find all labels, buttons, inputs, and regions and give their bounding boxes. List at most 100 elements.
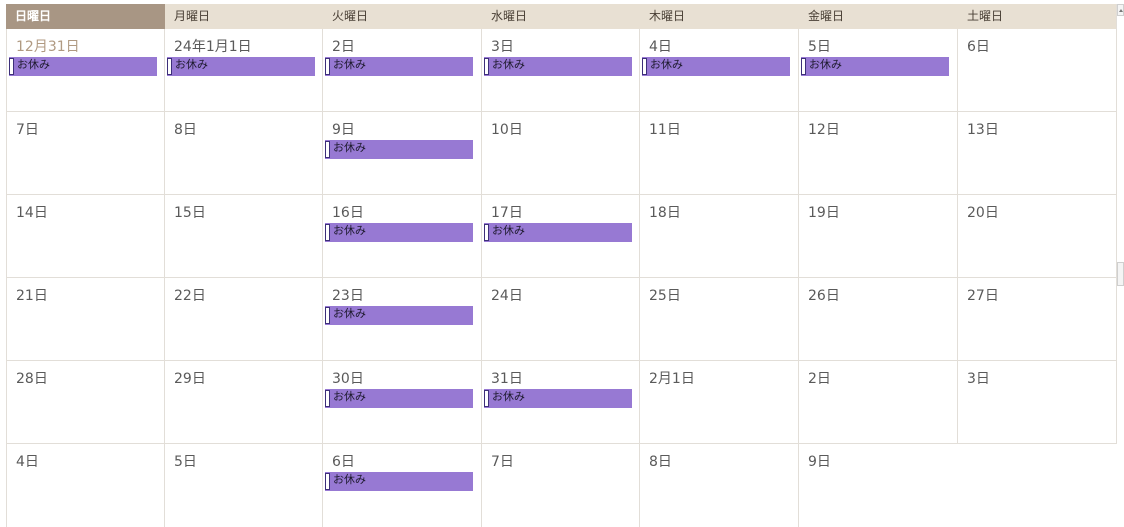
day-cell[interactable]: 5日お休み [799,29,958,112]
day-number[interactable]: 14日 [16,205,48,221]
day-cell[interactable]: 22日 [165,278,323,361]
day-number[interactable]: 3日 [491,39,514,55]
day-cell[interactable]: 3日お休み [482,29,640,112]
event-bar[interactable]: お休み [325,306,473,325]
event-bar[interactable]: お休み [642,57,790,76]
day-cell[interactable]: 12日 [799,112,958,195]
day-number[interactable]: 12日 [808,122,840,138]
event-bar[interactable]: お休み [9,57,157,76]
day-cell[interactable]: 4日 [6,444,165,527]
day-cell[interactable]: 7日 [482,444,640,527]
day-number[interactable]: 20日 [967,205,999,221]
day-number[interactable]: 22日 [174,288,206,304]
scroll-up-button[interactable] [1117,4,1124,16]
day-cell[interactable]: 3日 [958,361,1117,444]
day-cell[interactable]: 13日 [958,112,1117,195]
event-label: お休み [333,390,366,403]
event-bar[interactable]: お休み [325,472,473,491]
day-cell[interactable]: 14日 [6,195,165,278]
day-cell[interactable]: 19日 [799,195,958,278]
day-number[interactable]: 11日 [649,122,681,138]
day-number[interactable]: 5日 [174,454,197,470]
day-number[interactable]: 21日 [16,288,48,304]
day-cell[interactable]: 31日お休み [482,361,640,444]
day-number[interactable]: 23日 [332,288,364,304]
day-number[interactable]: 4日 [16,454,39,470]
day-cell[interactable]: 8日 [640,444,799,527]
day-number[interactable]: 12月31日 [16,39,80,55]
day-number[interactable]: 25日 [649,288,681,304]
day-number[interactable]: 2月1日 [649,371,695,387]
day-number[interactable]: 7日 [491,454,514,470]
day-number[interactable]: 13日 [967,122,999,138]
event-bar[interactable]: お休み [167,57,315,76]
day-cell[interactable]: 2日お休み [323,29,482,112]
day-number[interactable]: 28日 [16,371,48,387]
day-number[interactable]: 17日 [491,205,523,221]
day-number[interactable]: 24日 [491,288,523,304]
day-number[interactable]: 3日 [967,371,990,387]
day-number[interactable]: 10日 [491,122,523,138]
day-cell[interactable]: 2日 [799,361,958,444]
day-number[interactable]: 27日 [967,288,999,304]
day-cell[interactable]: 4日お休み [640,29,799,112]
day-cell[interactable]: 18日 [640,195,799,278]
day-cell[interactable]: 15日 [165,195,323,278]
day-cell[interactable]: 5日 [165,444,323,527]
day-number[interactable]: 7日 [16,122,39,138]
weekday-header-5: 金曜日 [808,9,845,23]
day-cell[interactable]: 6日 [958,29,1117,112]
day-number[interactable]: 6日 [967,39,990,55]
day-number[interactable]: 5日 [808,39,831,55]
day-cell[interactable]: 29日 [165,361,323,444]
event-bar[interactable]: お休み [325,389,473,408]
day-number[interactable]: 6日 [332,454,355,470]
day-number[interactable]: 24年1月1日 [174,39,252,55]
day-cell[interactable]: 16日お休み [323,195,482,278]
day-cell[interactable]: 23日お休み [323,278,482,361]
day-cell[interactable]: 9日お休み [323,112,482,195]
event-bar[interactable]: お休み [325,57,473,76]
day-cell[interactable]: 7日 [6,112,165,195]
day-cell[interactable]: 24年1月1日 お休み [165,29,323,112]
day-number[interactable]: 15日 [174,205,206,221]
day-cell[interactable]: 24日 [482,278,640,361]
scroll-thumb[interactable] [1117,262,1124,286]
day-cell[interactable]: 11日 [640,112,799,195]
day-number[interactable]: 29日 [174,371,206,387]
day-number[interactable]: 19日 [808,205,840,221]
day-number[interactable]: 9日 [808,454,831,470]
day-number[interactable]: 18日 [649,205,681,221]
day-cell[interactable]: 17日お休み [482,195,640,278]
day-number[interactable]: 30日 [332,371,364,387]
event-bar[interactable]: お休み [325,223,473,242]
day-number[interactable]: 31日 [491,371,523,387]
day-number[interactable]: 26日 [808,288,840,304]
day-number[interactable]: 8日 [174,122,197,138]
event-bar[interactable]: お休み [484,57,632,76]
day-cell[interactable]: 21日 [6,278,165,361]
event-bar[interactable]: お休み [325,140,473,159]
event-bar[interactable]: お休み [484,389,632,408]
day-cell[interactable]: 28日 [6,361,165,444]
event-bar[interactable]: お休み [801,57,949,76]
day-number[interactable]: 4日 [649,39,672,55]
day-number[interactable]: 2日 [332,39,355,55]
day-cell[interactable]: 27日 [958,278,1117,361]
event-label: お休み [175,58,208,71]
day-cell[interactable]: 2月1日 [640,361,799,444]
day-number[interactable]: 8日 [649,454,672,470]
day-cell[interactable]: 25日 [640,278,799,361]
day-number[interactable]: 16日 [332,205,364,221]
day-cell[interactable]: 9日 [799,444,958,527]
day-number[interactable]: 9日 [332,122,355,138]
day-cell[interactable]: 30日お休み [323,361,482,444]
day-cell[interactable]: 12月31日お休み [6,29,165,112]
day-cell[interactable]: 20日 [958,195,1117,278]
day-cell[interactable]: 10日 [482,112,640,195]
day-number[interactable]: 2日 [808,371,831,387]
day-cell[interactable]: 26日 [799,278,958,361]
event-bar[interactable]: お休み [484,223,632,242]
day-cell[interactable]: 8日 [165,112,323,195]
day-cell[interactable]: 6日お休み [323,444,482,527]
